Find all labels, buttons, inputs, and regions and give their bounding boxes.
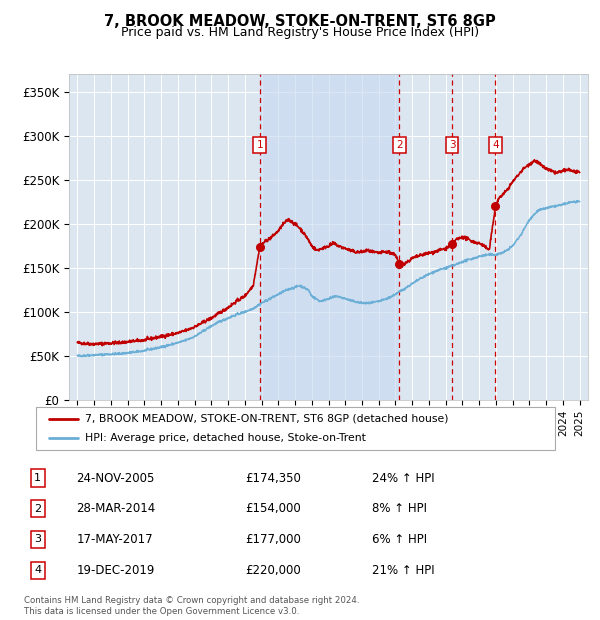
Text: 7, BROOK MEADOW, STOKE-ON-TRENT, ST6 8GP: 7, BROOK MEADOW, STOKE-ON-TRENT, ST6 8GP [104, 14, 496, 29]
Text: 24% ↑ HPI: 24% ↑ HPI [372, 472, 434, 484]
FancyBboxPatch shape [36, 407, 555, 450]
Text: 8% ↑ HPI: 8% ↑ HPI [372, 502, 427, 515]
Text: 2: 2 [396, 140, 403, 150]
Text: 1: 1 [257, 140, 263, 150]
Text: 19-DEC-2019: 19-DEC-2019 [76, 564, 155, 577]
Text: 21% ↑ HPI: 21% ↑ HPI [372, 564, 434, 577]
Text: 1: 1 [34, 473, 41, 483]
Text: 3: 3 [34, 534, 41, 544]
Text: £174,350: £174,350 [245, 472, 301, 484]
Text: HPI: Average price, detached house, Stoke-on-Trent: HPI: Average price, detached house, Stok… [85, 433, 366, 443]
Text: Contains HM Land Registry data © Crown copyright and database right 2024.: Contains HM Land Registry data © Crown c… [24, 596, 359, 605]
Text: 3: 3 [449, 140, 455, 150]
Text: 24-NOV-2005: 24-NOV-2005 [76, 472, 155, 484]
Text: Price paid vs. HM Land Registry's House Price Index (HPI): Price paid vs. HM Land Registry's House … [121, 26, 479, 39]
Text: 17-MAY-2017: 17-MAY-2017 [76, 533, 153, 546]
Text: £177,000: £177,000 [245, 533, 301, 546]
Text: 4: 4 [492, 140, 499, 150]
Text: 28-MAR-2014: 28-MAR-2014 [76, 502, 155, 515]
Text: 6% ↑ HPI: 6% ↑ HPI [372, 533, 427, 546]
Text: This data is licensed under the Open Government Licence v3.0.: This data is licensed under the Open Gov… [24, 607, 299, 616]
Text: 2: 2 [34, 503, 41, 514]
Text: £220,000: £220,000 [245, 564, 301, 577]
Text: 4: 4 [34, 565, 41, 575]
Bar [260, 74, 400, 400]
Text: £154,000: £154,000 [245, 502, 301, 515]
Text: 7, BROOK MEADOW, STOKE-ON-TRENT, ST6 8GP (detached house): 7, BROOK MEADOW, STOKE-ON-TRENT, ST6 8GP… [85, 414, 449, 423]
